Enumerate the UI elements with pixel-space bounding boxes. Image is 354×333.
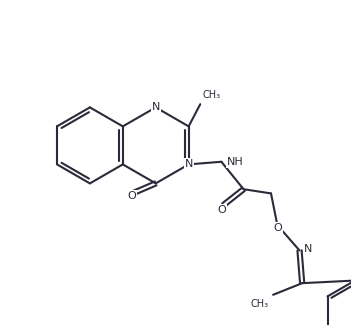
Text: O: O [127, 191, 136, 201]
Text: NH: NH [227, 157, 244, 167]
Text: O: O [217, 205, 226, 215]
Text: N: N [184, 160, 193, 169]
Text: N: N [304, 244, 312, 254]
Text: CH₃: CH₃ [203, 90, 221, 100]
Text: N: N [152, 102, 160, 112]
Text: O: O [274, 223, 282, 233]
Text: CH₃: CH₃ [251, 299, 269, 309]
